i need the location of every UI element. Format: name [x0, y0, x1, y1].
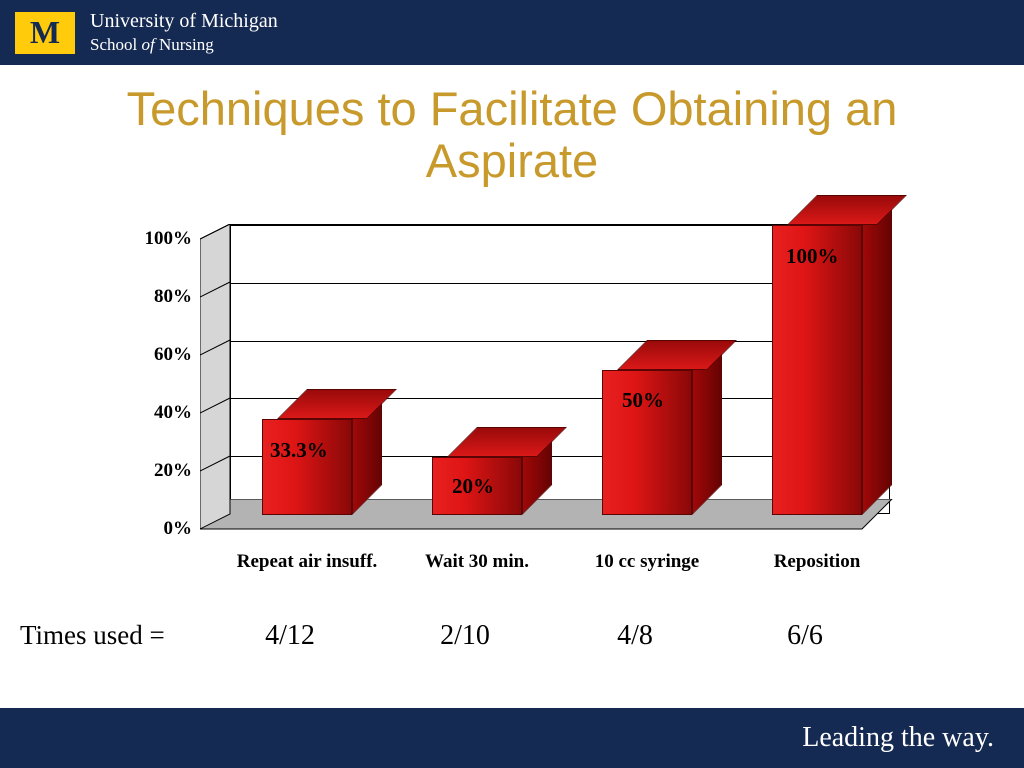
footer-tagline: Leading the way.: [802, 722, 994, 754]
xtick: 10 cc syringe: [567, 551, 727, 573]
times-used-val: 4/8: [575, 620, 695, 652]
ytick: 80%: [122, 286, 192, 308]
ytick: 20%: [122, 460, 192, 482]
ytick: 100%: [122, 228, 192, 250]
header-text: University of Michigan School of Nursing: [90, 8, 278, 56]
slide-title: Techniques to Facilitate Obtaining an As…: [0, 65, 1024, 196]
header-line2: School of Nursing: [90, 34, 278, 56]
logo-block-m: M: [15, 12, 75, 54]
times-used-val: 6/6: [745, 620, 865, 652]
header-bar: M University of Michigan School of Nursi…: [0, 0, 1024, 65]
xtick: Reposition: [737, 551, 897, 573]
ytick: 40%: [122, 402, 192, 424]
chart-left-wall: [200, 224, 240, 544]
bar-chart: 100% 80% 60% 40% 20% 0% 33.3% 20% 50% 10…: [122, 206, 902, 566]
ytick: 0%: [122, 518, 192, 540]
times-used-label: Times used =: [20, 620, 165, 651]
xtick: Repeat air insuff.: [227, 551, 387, 573]
times-used-val: 4/12: [230, 620, 350, 652]
times-used-val: 2/10: [405, 620, 525, 652]
header-line1: University of Michigan: [90, 8, 278, 34]
ytick: 60%: [122, 344, 192, 366]
xtick: Wait 30 min.: [397, 551, 557, 573]
footer-bar: Leading the way.: [0, 708, 1024, 768]
